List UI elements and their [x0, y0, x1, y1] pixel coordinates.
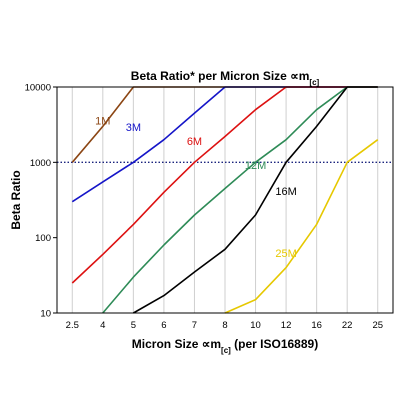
y-tick-label: 100 [35, 233, 51, 244]
y-axis-title: Beta Ratio [9, 170, 23, 229]
x-ticks: 2.5 4 5 6 7 8 10 12 16 22 25 [66, 320, 383, 331]
x-tick-label: 2.5 [66, 320, 79, 331]
x-tick-label: 7 [192, 320, 197, 331]
series-label-3m: 3M [126, 122, 141, 134]
grid [71, 87, 379, 313]
x-tick-label: 12 [281, 320, 292, 331]
x-tick-label: 16 [311, 320, 322, 331]
series-line-25m [224, 139, 379, 314]
y-ticks: 10 100 1000 10000 [25, 83, 57, 320]
series-label-12m: 12M [245, 160, 266, 172]
y-tick-label: 10000 [25, 83, 51, 94]
x-tick-label: 25 [372, 320, 383, 331]
series-line-16m [133, 86, 378, 314]
series-line-12m [102, 86, 378, 314]
y-tick-label: 10 [40, 309, 51, 320]
x-tick-label: 22 [342, 320, 353, 331]
x-tick-label: 4 [100, 320, 105, 331]
series-label-6m: 6M [187, 136, 202, 148]
series-line-6m [71, 86, 378, 284]
plot-area [56, 86, 394, 314]
x-tick-label: 5 [131, 320, 136, 331]
x-tick-label: 6 [161, 320, 166, 331]
series-labels: 1M 3M 6M 12M 16M 25M [95, 115, 297, 260]
x-axis-title: Micron Size ∝m[c] (per ISO16889) [132, 337, 318, 355]
x-tick-label: 10 [250, 320, 261, 331]
series-label-16m: 16M [275, 186, 296, 198]
y-tick-label: 1000 [30, 158, 51, 169]
chart-title: Beta Ratio* per Micron Size ∝m[c] [131, 69, 320, 87]
x-tick-label: 8 [222, 320, 227, 331]
series-label-1m: 1M [95, 115, 110, 127]
series-label-25m: 25M [275, 248, 296, 260]
